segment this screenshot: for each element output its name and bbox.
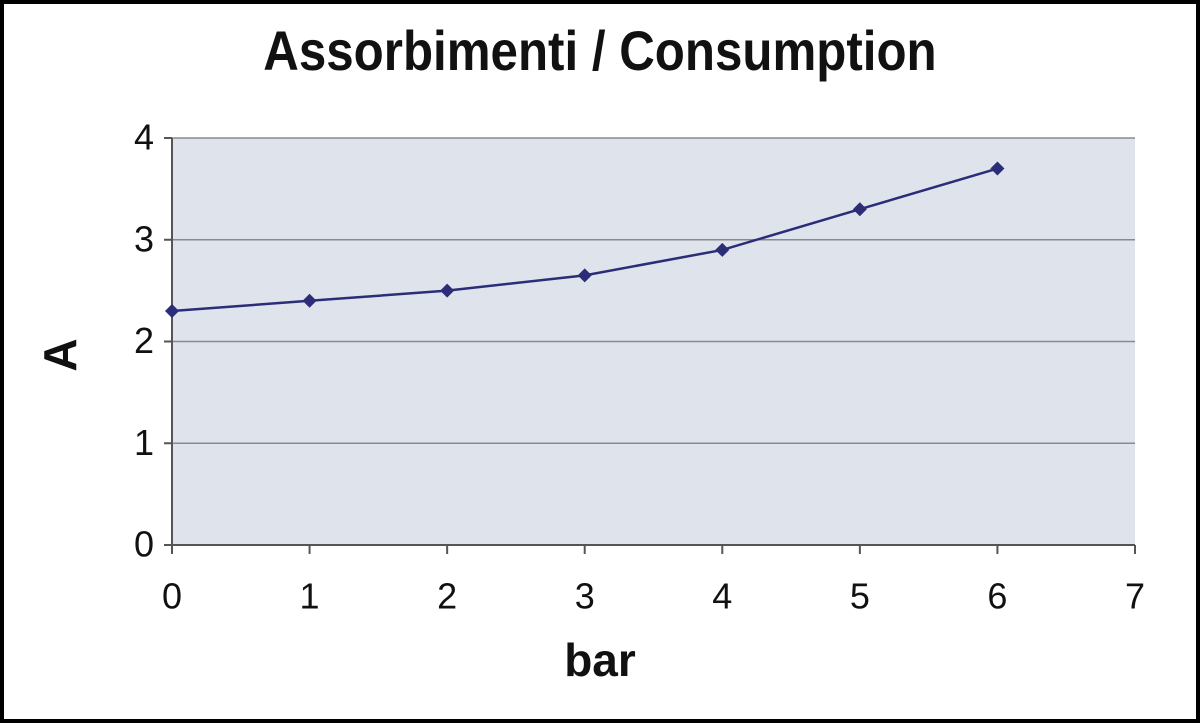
x-tick-label: 6 bbox=[987, 576, 1007, 617]
data-point bbox=[990, 161, 1005, 176]
x-tick-label: 0 bbox=[162, 576, 182, 617]
chart-title: Assorbimenti / Consumption bbox=[263, 20, 936, 83]
y-tick-label: 1 bbox=[134, 422, 154, 463]
y-tick-label: 2 bbox=[134, 320, 154, 361]
data-point bbox=[715, 242, 730, 257]
y-tick-label: 0 bbox=[134, 524, 154, 565]
y-axis-label: A bbox=[34, 338, 86, 371]
y-tick-label: 3 bbox=[134, 218, 154, 259]
data-point bbox=[440, 283, 455, 298]
x-tick-label: 3 bbox=[575, 576, 595, 617]
x-tick-label: 1 bbox=[300, 576, 320, 617]
y-tick-label: 4 bbox=[134, 117, 154, 158]
data-point bbox=[577, 268, 592, 283]
x-tick-label: 7 bbox=[1125, 576, 1145, 617]
data-point bbox=[165, 303, 179, 318]
x-tick-label: 4 bbox=[712, 576, 732, 617]
plot-area: 0 1 2 3 4 0 1 2 3 4 5 6 7 bbox=[134, 117, 1145, 617]
data-point bbox=[302, 293, 317, 308]
x-tick-label: 2 bbox=[437, 576, 457, 617]
x-tick-label: 5 bbox=[850, 576, 870, 617]
x-axis-label: bar bbox=[564, 634, 636, 686]
data-point bbox=[852, 202, 867, 217]
